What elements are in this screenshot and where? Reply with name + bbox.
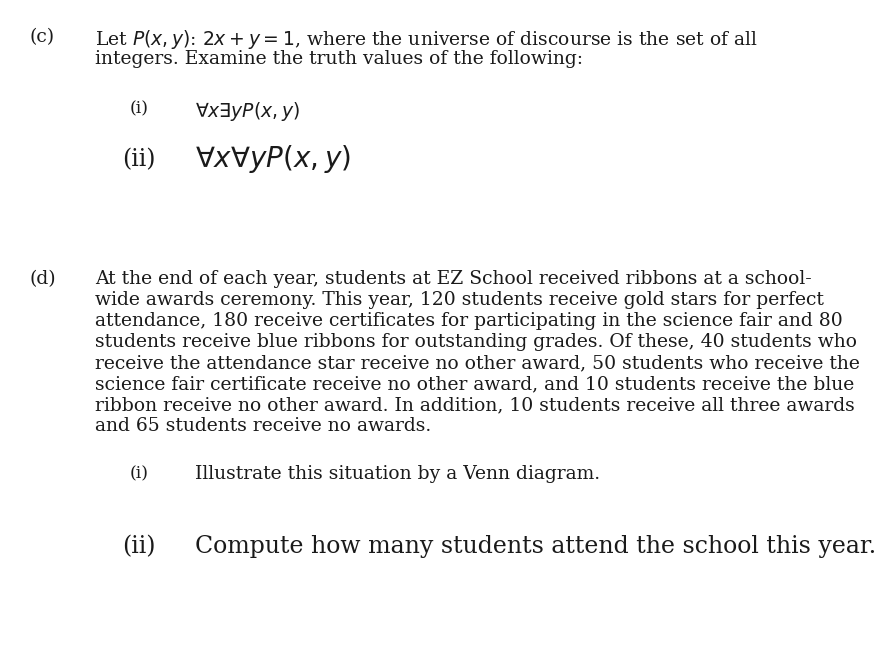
- Text: students receive blue ribbons for outstanding grades. Of these, 40 students who: students receive blue ribbons for outsta…: [95, 333, 857, 351]
- Text: Compute how many students attend the school this year.: Compute how many students attend the sch…: [195, 535, 876, 558]
- Text: and 65 students receive no awards.: and 65 students receive no awards.: [95, 417, 432, 435]
- Text: Illustrate this situation by a Venn diagram.: Illustrate this situation by a Venn diag…: [195, 465, 600, 483]
- Text: (i): (i): [130, 465, 149, 482]
- Text: Let $P(x, y)$: $2x + y = 1$, where the universe of discourse is the set of all: Let $P(x, y)$: $2x + y = 1$, where the u…: [95, 28, 758, 51]
- Text: science fair certificate receive no other award, and 10 students receive the blu: science fair certificate receive no othe…: [95, 375, 854, 393]
- Text: wide awards ceremony. This year, 120 students receive gold stars for perfect: wide awards ceremony. This year, 120 stu…: [95, 291, 824, 309]
- Text: (i): (i): [130, 100, 149, 117]
- Text: At the end of each year, students at EZ School received ribbons at a school-: At the end of each year, students at EZ …: [95, 270, 812, 288]
- Text: (c): (c): [30, 28, 55, 46]
- Text: (d): (d): [30, 270, 57, 288]
- Text: (ii): (ii): [122, 148, 155, 171]
- Text: receive the attendance star receive no other award, 50 students who receive the: receive the attendance star receive no o…: [95, 354, 860, 372]
- Text: $\forall x\exists y P(x, y)$: $\forall x\exists y P(x, y)$: [195, 100, 300, 123]
- Text: (ii): (ii): [122, 535, 155, 558]
- Text: integers. Examine the truth values of the following:: integers. Examine the truth values of th…: [95, 50, 583, 68]
- Text: ribbon receive no other award. In addition, 10 students receive all three awards: ribbon receive no other award. In additi…: [95, 396, 855, 414]
- Text: $\forall x\forall y P(x, y)$: $\forall x\forall y P(x, y)$: [195, 143, 351, 175]
- Text: attendance, 180 receive certificates for participating in the science fair and 8: attendance, 180 receive certificates for…: [95, 312, 843, 330]
